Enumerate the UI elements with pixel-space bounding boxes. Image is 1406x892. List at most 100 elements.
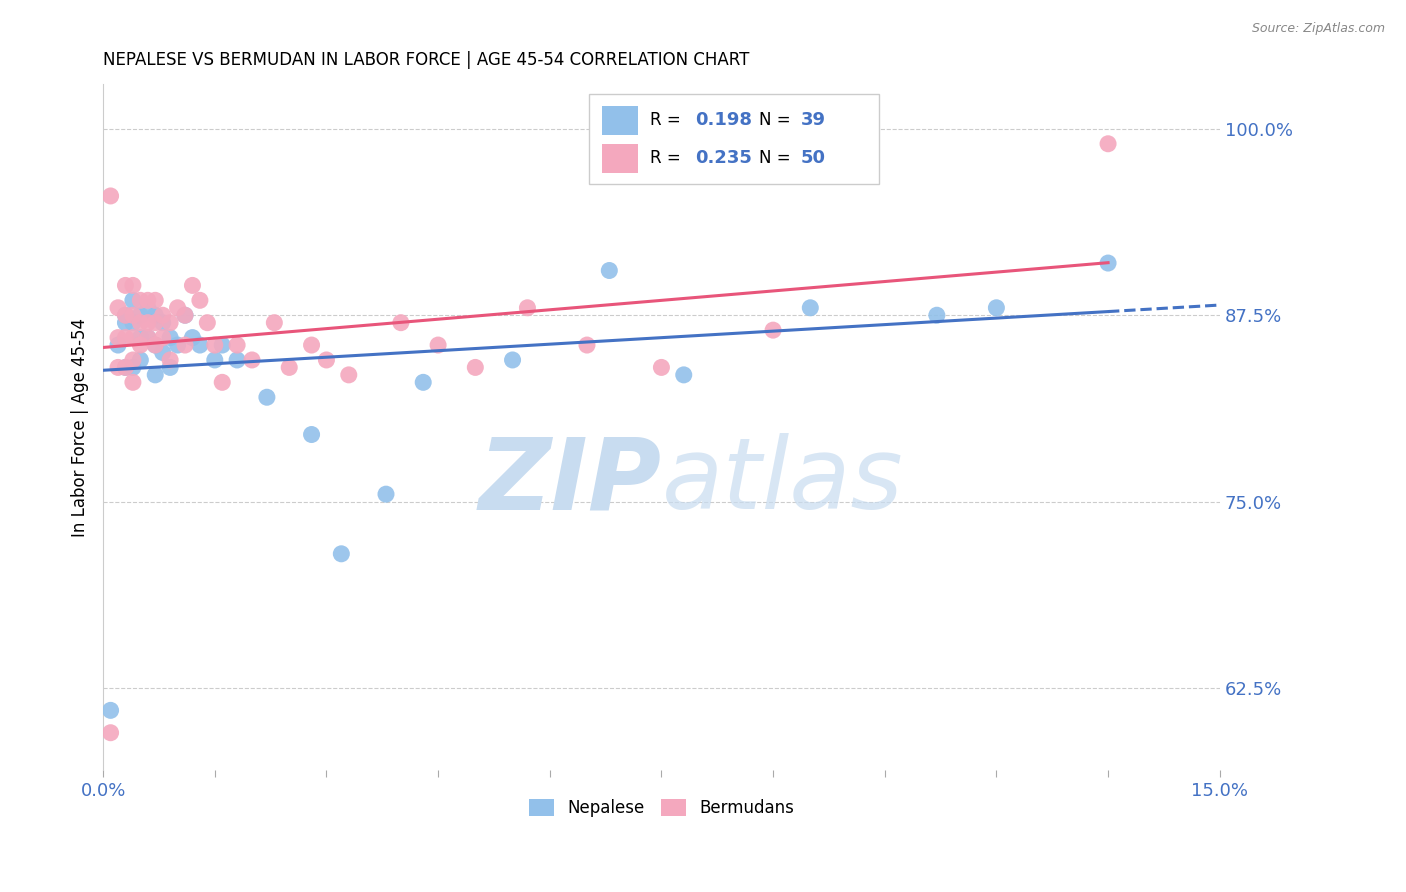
Point	[799, 301, 821, 315]
Point	[100, 725, 122, 739]
Point	[301, 427, 323, 442]
Point	[672, 368, 695, 382]
Point	[129, 353, 152, 368]
Point	[174, 308, 197, 322]
Point	[159, 316, 181, 330]
Point	[598, 263, 620, 277]
Point	[152, 345, 174, 359]
Point	[114, 308, 136, 322]
Point	[122, 316, 145, 330]
Point	[114, 308, 136, 322]
Point	[502, 353, 524, 368]
Point	[107, 360, 129, 375]
Point	[152, 308, 174, 322]
Point	[143, 338, 166, 352]
Point	[301, 338, 323, 352]
Point	[136, 330, 159, 344]
Point	[122, 330, 145, 344]
Text: NEPALESE VS BERMUDAN IN LABOR FORCE | AGE 45-54 CORRELATION CHART: NEPALESE VS BERMUDAN IN LABOR FORCE | AG…	[103, 51, 749, 69]
Point	[188, 338, 211, 352]
Bar	[602, 144, 638, 173]
Point	[375, 487, 398, 501]
Text: 39: 39	[801, 112, 825, 129]
Point	[129, 293, 152, 308]
Point	[174, 338, 197, 352]
Point	[129, 330, 152, 344]
Point	[122, 308, 145, 322]
Point	[159, 360, 181, 375]
Point	[107, 330, 129, 344]
Text: Source: ZipAtlas.com: Source: ZipAtlas.com	[1251, 22, 1385, 36]
Point	[226, 353, 249, 368]
Point	[174, 308, 197, 322]
Point	[762, 323, 785, 337]
Point	[143, 316, 166, 330]
Point	[143, 368, 166, 382]
Point	[107, 338, 129, 352]
Point	[114, 278, 136, 293]
Point	[464, 360, 486, 375]
Point	[159, 353, 181, 368]
FancyBboxPatch shape	[589, 95, 879, 184]
Point	[122, 278, 145, 293]
Point	[136, 293, 159, 308]
Point	[159, 330, 181, 344]
Point	[389, 316, 412, 330]
Point	[278, 360, 301, 375]
Point	[211, 338, 233, 352]
Text: 50: 50	[801, 149, 825, 167]
Point	[166, 338, 188, 352]
Point	[181, 330, 204, 344]
Point	[412, 376, 434, 390]
Point	[114, 360, 136, 375]
Point	[226, 338, 249, 352]
Point	[143, 338, 166, 352]
Point	[122, 293, 145, 308]
Point	[315, 353, 337, 368]
Point	[650, 360, 672, 375]
Point	[114, 316, 136, 330]
Point	[107, 301, 129, 315]
Point	[188, 293, 211, 308]
Point	[129, 338, 152, 352]
Point	[181, 278, 204, 293]
Point	[152, 316, 174, 330]
Bar	[602, 106, 638, 135]
Point	[143, 308, 166, 322]
Point	[122, 376, 145, 390]
Text: 0.198: 0.198	[695, 112, 752, 129]
Text: N =: N =	[759, 112, 796, 129]
Point	[204, 353, 226, 368]
Point	[129, 308, 152, 322]
Point	[166, 301, 188, 315]
Y-axis label: In Labor Force | Age 45-54: In Labor Force | Age 45-54	[72, 318, 89, 537]
Point	[986, 301, 1008, 315]
Point	[330, 547, 353, 561]
Point	[516, 301, 538, 315]
Point	[575, 338, 598, 352]
Point	[129, 316, 152, 330]
Point	[195, 316, 218, 330]
Point	[211, 376, 233, 390]
Point	[114, 330, 136, 344]
Point	[204, 338, 226, 352]
Text: ZIP: ZIP	[478, 434, 661, 531]
Text: N =: N =	[759, 149, 796, 167]
Point	[136, 301, 159, 315]
Point	[427, 338, 450, 352]
Point	[100, 189, 122, 203]
Point	[1097, 256, 1119, 270]
Point	[136, 316, 159, 330]
Point	[240, 353, 263, 368]
Point	[337, 368, 360, 382]
Point	[1097, 136, 1119, 151]
Point	[122, 353, 145, 368]
Text: atlas: atlas	[661, 434, 903, 531]
Legend: Nepalese, Bermudans: Nepalese, Bermudans	[522, 792, 801, 823]
Text: 0.235: 0.235	[695, 149, 752, 167]
Point	[100, 703, 122, 717]
Point	[256, 390, 278, 404]
Point	[152, 330, 174, 344]
Point	[114, 360, 136, 375]
Text: R =: R =	[650, 149, 686, 167]
